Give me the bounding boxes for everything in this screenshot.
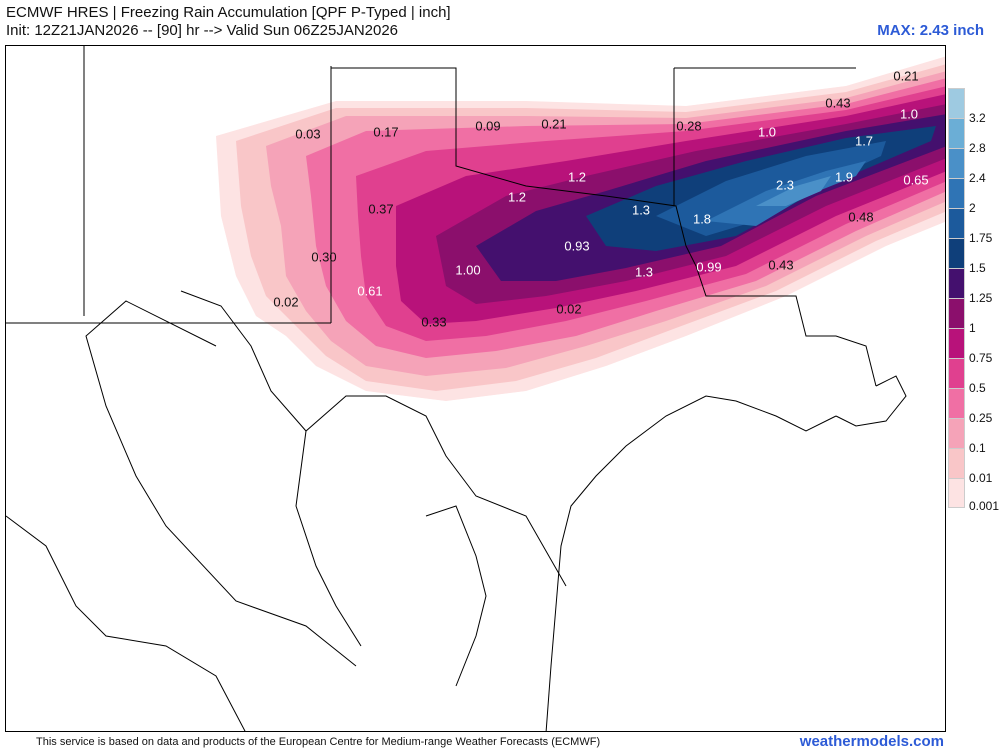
map-value-label: 0.17: [373, 124, 399, 140]
init-valid-line: Init: 12Z21JAN2026 -- [90] hr --> Valid …: [6, 22, 399, 39]
legend-level-label: 1.25: [969, 291, 993, 305]
legend-level-label: 0.01: [969, 471, 993, 485]
map-value-label: 1.3: [634, 264, 654, 280]
map-value-label: 0.09: [475, 118, 501, 134]
legend-level-label: 3.2: [969, 111, 986, 125]
band-1-75: [656, 141, 886, 236]
map-value-label: 1.00: [455, 262, 481, 278]
map-value-label: 2.3: [775, 177, 795, 193]
state-borders: [6, 46, 907, 731]
map-value-label: 0.33: [421, 314, 447, 330]
weathermodels-credit[interactable]: weathermodels.com: [799, 733, 944, 750]
map-value-label: 0.43: [825, 95, 851, 111]
border-line: [295, 430, 362, 647]
legend-swatch: [948, 478, 965, 508]
map-value-label: 1.2: [567, 169, 587, 185]
legend-swatch: [948, 208, 965, 238]
map-value-label: 0.28: [676, 118, 702, 134]
map-value-label: 1.8: [692, 211, 712, 227]
map-value-label: 0.02: [556, 301, 582, 317]
border-line: [425, 505, 487, 687]
map-value-label: 0.21: [893, 68, 919, 84]
legend-swatch: [948, 358, 965, 388]
map-value-label: 0.03: [295, 126, 321, 142]
border-line: [835, 375, 907, 427]
map-value-label: 0.65: [903, 172, 929, 188]
legend-level-label: 1.5: [969, 261, 986, 275]
map-value-label: 1.7: [854, 133, 874, 149]
legend-level-label: 2: [969, 201, 976, 215]
legend-swatch: [948, 88, 965, 118]
legend-swatch: [948, 118, 965, 148]
legend-swatch: [948, 178, 965, 208]
legend-level-label: 0.1: [969, 441, 986, 455]
map-value-label: 0.02: [273, 294, 299, 310]
legend-swatch: [948, 328, 965, 358]
map-value-label: 0.99: [696, 259, 722, 275]
border-line: [695, 265, 877, 387]
legend-level-label: 2.4: [969, 171, 986, 185]
coastline: [545, 395, 837, 731]
legend-swatch: [948, 298, 965, 328]
map-value-label: 0.37: [368, 201, 394, 217]
map-value-label: 1.2: [507, 189, 527, 205]
map-value-label: 1.3: [631, 202, 651, 218]
map-value-label: 1.0: [757, 124, 777, 140]
legend-level-label: 0.75: [969, 351, 993, 365]
map-value-label: 0.21: [541, 116, 567, 132]
map-value-label: 0.30: [311, 249, 337, 265]
ecmwf-disclaimer: This service is based on data and produc…: [36, 736, 601, 748]
legend-level-label: 1: [969, 321, 976, 335]
map-value-label: 0.43: [768, 257, 794, 273]
map-value-label: 1.0: [899, 106, 919, 122]
chart-title: ECMWF HRES | Freezing Rain Accumulation …: [6, 4, 451, 21]
precip-shading: [216, 56, 945, 401]
forecast-map: [6, 46, 945, 731]
map-value-label: 1.9: [834, 169, 854, 185]
legend-swatch: [948, 388, 965, 418]
border-line: [180, 290, 567, 587]
map-value-label: 0.61: [357, 283, 383, 299]
legend-swatch: [948, 418, 965, 448]
color-legend: [948, 88, 965, 508]
legend-level-label: 1.75: [969, 231, 993, 245]
map-panel[interactable]: 0.21 0.43 1.0 0.03 0.17 0.09 0.21 0.28 1.0 1.7 1.2…: [5, 45, 946, 732]
legend-swatch: [948, 268, 965, 298]
legend-swatch: [948, 448, 965, 478]
legend-swatch: [948, 148, 965, 178]
map-value-label: 0.93: [564, 238, 590, 254]
border-line: [85, 300, 357, 667]
legend-level-label: 2.8: [969, 141, 986, 155]
legend-level-label: 0.001: [969, 499, 1000, 513]
legend-swatch: [948, 238, 965, 268]
map-value-label: 0.48: [848, 209, 874, 225]
border-line: [331, 67, 697, 267]
border-line: [6, 515, 246, 731]
coastline-line: [545, 395, 837, 731]
legend-level-label: 0.5: [969, 381, 986, 395]
band-2-4: [756, 176, 831, 206]
legend-level-label: 0.25: [969, 411, 993, 425]
max-value-label: MAX: 2.43 inch: [877, 22, 984, 39]
